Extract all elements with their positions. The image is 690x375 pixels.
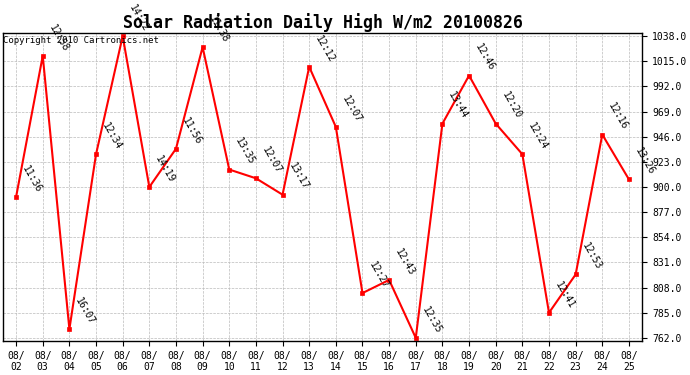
Text: 12:43: 12:43 [393,247,417,277]
Text: Copyright 2010 Cartronics.net: Copyright 2010 Cartronics.net [3,36,159,45]
Text: 12:35: 12:35 [420,304,443,335]
Text: 12:07: 12:07 [260,145,284,176]
Text: 14:22: 14:22 [127,3,150,33]
Text: 13:44: 13:44 [446,90,470,121]
Text: 11:56: 11:56 [180,116,204,146]
Text: 11:36: 11:36 [20,164,43,194]
Text: 12:16: 12:16 [607,101,630,132]
Text: 12:20: 12:20 [500,90,523,121]
Text: 12:53: 12:53 [580,241,603,272]
Title: Solar Radiation Daily High W/m2 20100826: Solar Radiation Daily High W/m2 20100826 [123,13,522,32]
Text: 13:35: 13:35 [233,136,257,167]
Text: 13:17: 13:17 [287,162,310,192]
Text: 12:58: 12:58 [47,22,70,53]
Text: 12:46: 12:46 [473,42,497,73]
Text: 12:41: 12:41 [553,279,577,310]
Text: 16:07: 16:07 [74,296,97,326]
Text: 12:12: 12:12 [313,34,337,64]
Text: 13:26: 13:26 [633,146,656,177]
Text: 14:19: 14:19 [153,154,177,184]
Text: 11:38: 11:38 [207,14,230,44]
Text: 12:07: 12:07 [340,94,364,124]
Text: 12:24: 12:24 [526,121,550,152]
Text: 12:34: 12:34 [100,121,124,152]
Text: 12:27: 12:27 [366,260,390,290]
